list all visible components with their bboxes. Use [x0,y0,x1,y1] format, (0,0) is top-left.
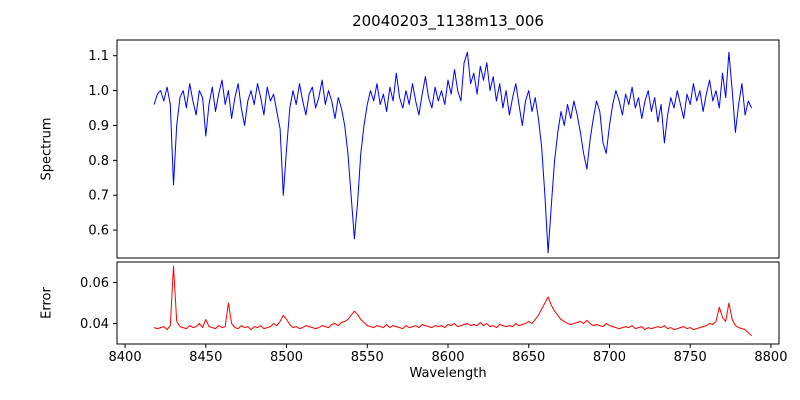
error-panel-border [116,261,780,345]
spectrum-panel-border [116,39,780,259]
error-line [153,265,752,337]
spectrum-y-tick-label: 0.9 [88,119,109,134]
x-tick-label: 8450 [189,350,222,365]
spectrum-y-tick-label: 1.1 [88,49,109,64]
x-tick-label: 8800 [754,350,787,365]
spectrum-y-tick-label: 1.0 [88,84,109,99]
spectrum-y-tick-label: 0.6 [88,224,109,239]
x-tick-label: 8700 [593,350,626,365]
spectrum-line [153,51,753,254]
error-y-tick-label: 0.04 [80,317,109,332]
x-tick-label: 8550 [351,350,384,365]
x-axis-label: Wavelength [409,366,487,381]
plot-title: 20040203_1138m13_006 [352,12,544,30]
error-y-tick-label: 0.06 [80,276,109,291]
x-tick-label: 8400 [109,350,142,365]
x-tick-label: 8600 [431,350,464,365]
spectrum-y-tick-label: 0.7 [88,189,109,204]
spectrum-y-tick-label: 0.8 [88,154,109,169]
x-tick-label: 8750 [674,350,707,365]
x-tick-label: 8500 [270,350,303,365]
x-tick-label: 8650 [512,350,545,365]
